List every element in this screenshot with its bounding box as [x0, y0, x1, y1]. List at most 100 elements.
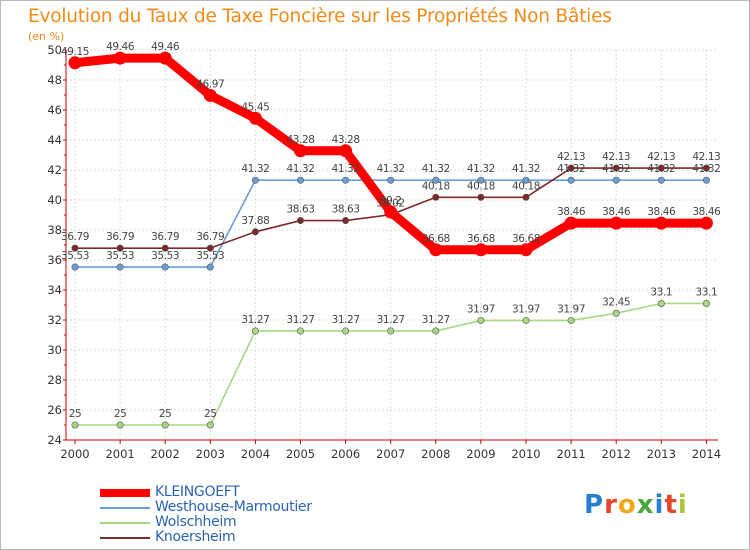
- data-label: 36.79: [106, 231, 134, 243]
- data-point: [567, 164, 575, 172]
- data-label: 39.2: [380, 195, 402, 207]
- data-label: 31.27: [422, 314, 450, 326]
- data-label: 38.46: [647, 206, 676, 218]
- data-label: 40.18: [512, 180, 540, 192]
- data-point: [657, 176, 665, 184]
- data-point: [161, 263, 169, 271]
- data-point: [612, 164, 620, 172]
- x-tick-label: 2010: [511, 447, 540, 461]
- data-point: [432, 327, 440, 335]
- data-label: 35.53: [196, 250, 224, 262]
- x-tick-label: 2009: [466, 447, 495, 461]
- data-point: [612, 176, 620, 184]
- proxiti-logo: Proxiti: [584, 490, 688, 520]
- data-label: 36.79: [151, 231, 179, 243]
- data-point: [116, 244, 124, 252]
- x-tick-label: 2012: [602, 447, 631, 461]
- y-tick-label: 38: [47, 223, 62, 237]
- logo-letter: x: [636, 490, 655, 520]
- y-tick-label: 32: [47, 313, 62, 327]
- data-point: [116, 421, 124, 429]
- data-label: 35.53: [106, 250, 134, 262]
- data-label: 45.45: [241, 101, 269, 113]
- x-tick-label: 2001: [105, 447, 134, 461]
- data-point: [206, 244, 214, 252]
- data-point: [432, 176, 440, 184]
- x-tick-label: 2006: [331, 447, 360, 461]
- data-point: [71, 244, 79, 252]
- data-point: [342, 176, 350, 184]
- logo-letter: i: [654, 490, 665, 520]
- data-label: 41.32: [692, 163, 720, 175]
- x-tick-label: 2008: [421, 447, 450, 461]
- data-label: 40.18: [422, 180, 450, 192]
- data-point: [387, 327, 395, 335]
- data-point: [296, 327, 304, 335]
- data-point: [657, 164, 665, 172]
- data-label: 42.13: [557, 151, 585, 163]
- data-label: 36.79: [61, 231, 89, 243]
- data-point: [564, 216, 578, 230]
- y-tick-label: 30: [47, 343, 62, 357]
- x-tick-label: 2011: [556, 447, 585, 461]
- data-label: 41.32: [332, 163, 360, 175]
- data-label: 36.68: [467, 233, 495, 245]
- data-label: 25: [114, 408, 127, 420]
- logo-letter: r: [604, 490, 618, 520]
- logo-letter: i: [677, 490, 688, 520]
- data-point: [567, 176, 575, 184]
- data-point: [522, 193, 530, 201]
- data-point: [113, 51, 127, 65]
- data-point: [699, 216, 713, 230]
- data-label: 36.79: [196, 231, 224, 243]
- data-point: [657, 299, 665, 307]
- data-point: [567, 316, 575, 324]
- data-label: 35.53: [61, 250, 89, 262]
- data-label: 31.97: [557, 303, 585, 315]
- x-tick-label: 2007: [376, 447, 405, 461]
- data-point: [654, 216, 668, 230]
- x-tick-label: 2002: [151, 447, 180, 461]
- data-label: 41.32: [422, 163, 450, 175]
- y-tick-label: 42: [47, 163, 62, 177]
- data-point: [296, 176, 304, 184]
- y-tick-label: 28: [47, 373, 62, 387]
- data-point: [477, 193, 485, 201]
- data-label: 38.46: [557, 206, 586, 218]
- logo-letter: P: [584, 490, 605, 520]
- data-point: [158, 51, 172, 65]
- data-point: [161, 421, 169, 429]
- data-point: [248, 111, 262, 125]
- y-tick-label: 40: [47, 193, 62, 207]
- legend-label: Knoersheim: [155, 529, 236, 545]
- data-label: 41.32: [512, 163, 540, 175]
- y-tick-label: 48: [47, 73, 62, 87]
- data-label: 43.28: [286, 134, 314, 146]
- data-label: 40.18: [467, 180, 495, 192]
- data-label: 41.32: [377, 163, 405, 175]
- data-point: [206, 263, 214, 271]
- logo-letter: t: [664, 490, 678, 520]
- chart-title: Evolution du Taux de Taxe Foncière sur l…: [28, 6, 612, 27]
- data-label: 33.1: [696, 287, 718, 299]
- y-tick-label: 46: [47, 103, 62, 117]
- data-point: [203, 88, 217, 102]
- data-label: 41.32: [467, 163, 495, 175]
- data-point: [609, 216, 623, 230]
- plot-area: [66, 50, 718, 440]
- data-label: 41.32: [557, 163, 585, 175]
- data-label: 43.28: [332, 134, 360, 146]
- data-label: 31.27: [332, 314, 360, 326]
- data-label: 38.46: [602, 206, 631, 218]
- legend-swatch: [100, 537, 150, 539]
- data-point: [116, 263, 124, 271]
- data-point: [342, 217, 350, 225]
- data-point: [477, 176, 485, 184]
- logo-letter: o: [617, 490, 637, 520]
- legend-swatch: [100, 522, 150, 524]
- data-point: [702, 299, 710, 307]
- legend-swatch: [100, 489, 150, 497]
- data-point: [251, 228, 259, 236]
- data-point: [342, 327, 350, 335]
- data-label: 25: [159, 408, 172, 420]
